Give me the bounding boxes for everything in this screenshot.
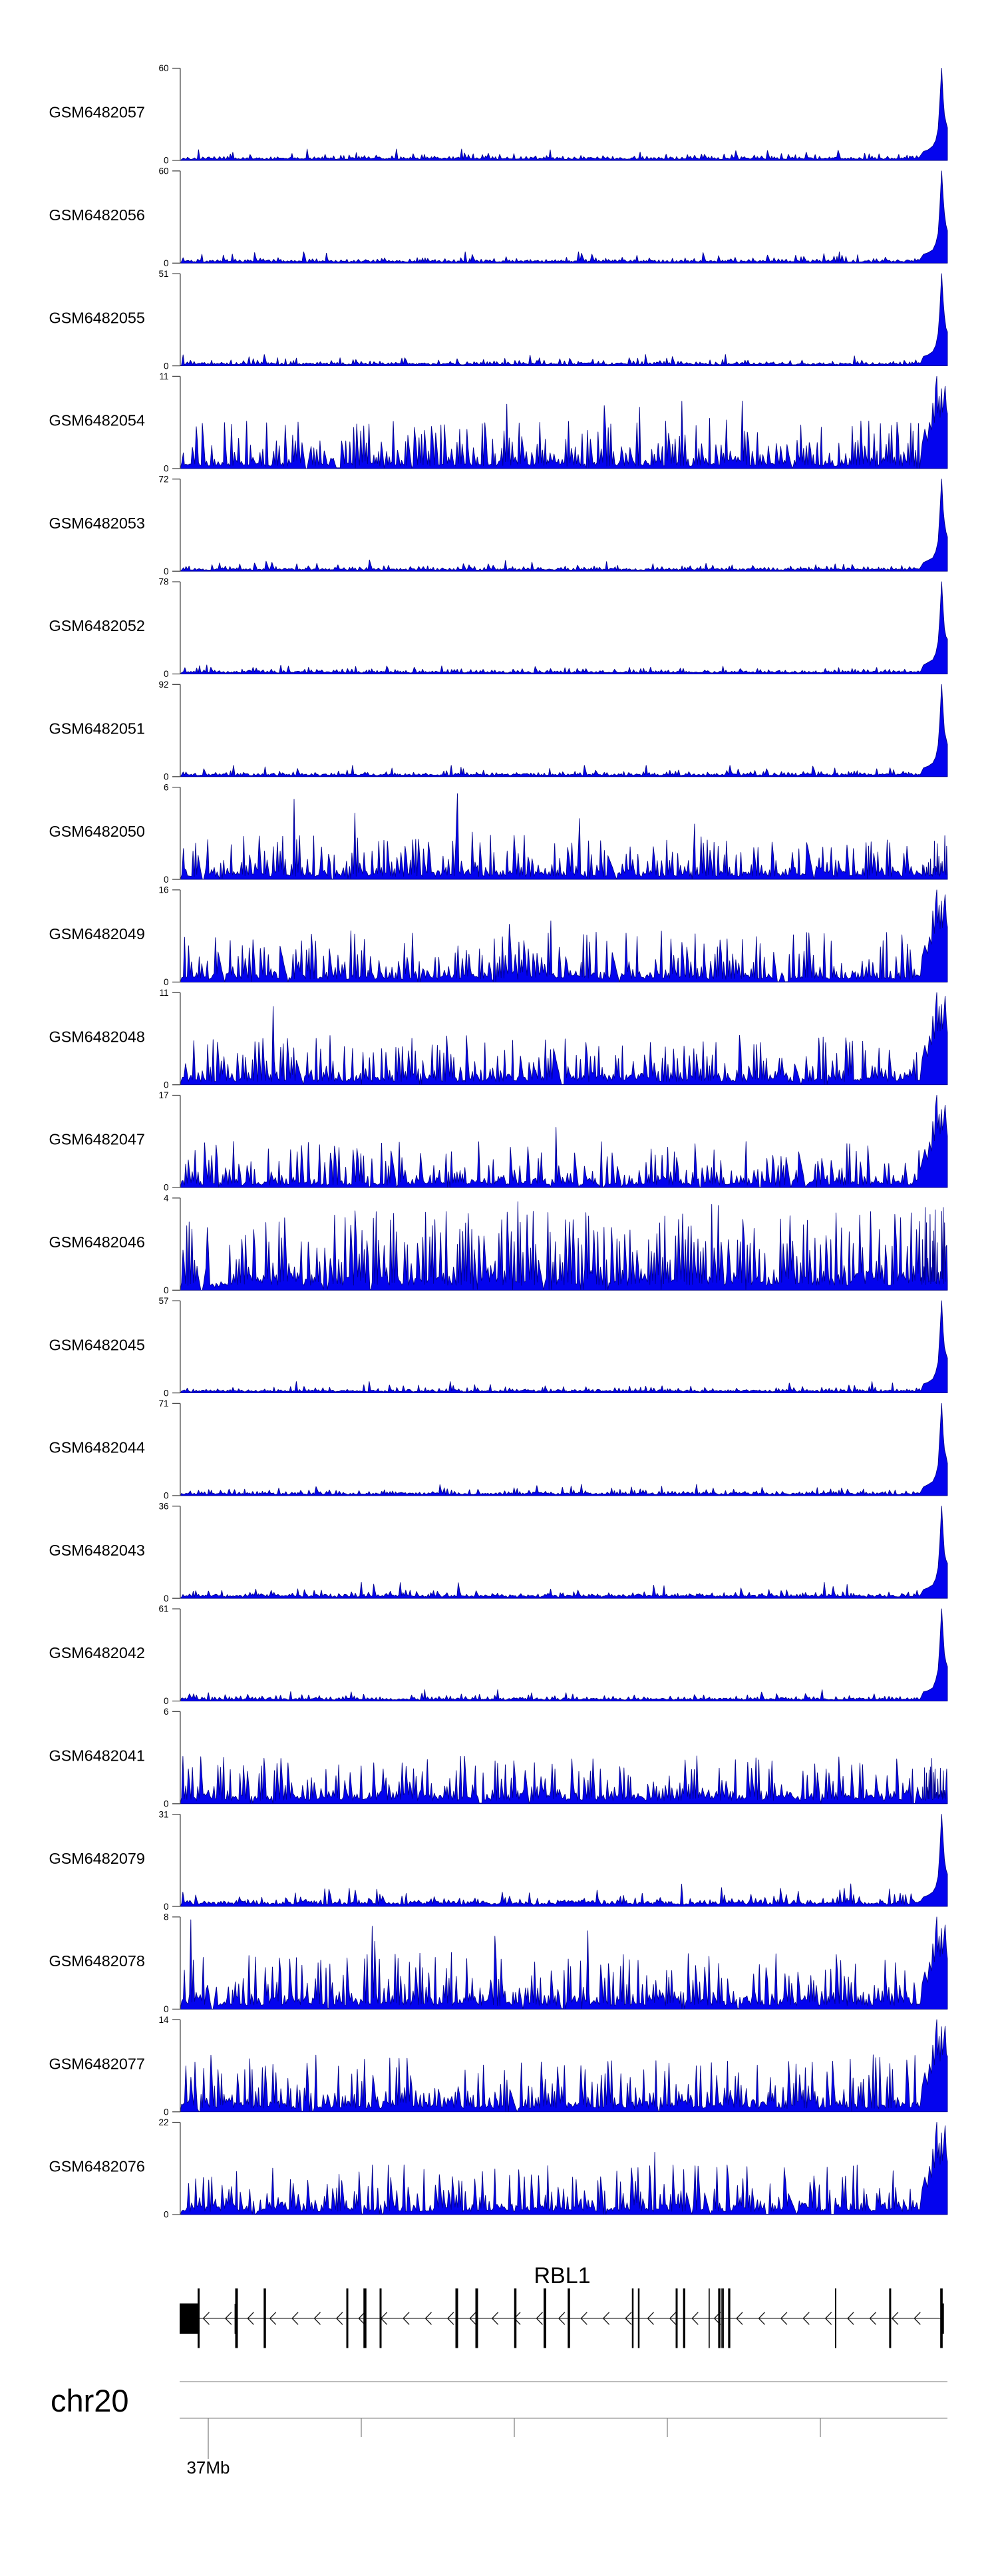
svg-text:GSM6482049: GSM6482049 (49, 925, 145, 943)
svg-text:GSM6482042: GSM6482042 (49, 1644, 145, 1661)
svg-text:GSM6482079: GSM6482079 (49, 1850, 145, 1867)
svg-text:0: 0 (164, 1799, 169, 1809)
svg-text:37Mb: 37Mb (186, 2458, 230, 2477)
svg-text:0: 0 (164, 361, 169, 371)
svg-text:0: 0 (164, 2004, 169, 2014)
svg-text:GSM6482047: GSM6482047 (49, 1131, 145, 1148)
svg-text:61: 61 (158, 1604, 168, 1614)
svg-text:57: 57 (158, 1296, 168, 1306)
svg-text:0: 0 (164, 1902, 169, 1912)
svg-text:GSM6482076: GSM6482076 (49, 2158, 145, 2175)
svg-text:0: 0 (164, 1388, 169, 1398)
svg-text:GSM6482053: GSM6482053 (49, 515, 145, 532)
svg-text:0: 0 (164, 464, 169, 474)
svg-text:16: 16 (158, 885, 168, 895)
svg-text:0: 0 (164, 1080, 169, 1090)
svg-text:GSM6482077: GSM6482077 (49, 2055, 145, 2072)
svg-text:GSM6482051: GSM6482051 (49, 720, 145, 738)
svg-text:GSM6482048: GSM6482048 (49, 1028, 145, 1045)
svg-text:GSM6482043: GSM6482043 (49, 1542, 145, 1559)
svg-text:GSM6482052: GSM6482052 (49, 617, 145, 634)
svg-text:4: 4 (164, 1193, 169, 1203)
svg-text:GSM6482057: GSM6482057 (49, 104, 145, 121)
svg-text:0: 0 (164, 258, 169, 268)
svg-text:11: 11 (159, 988, 168, 998)
svg-text:GSM6482044: GSM6482044 (49, 1439, 145, 1456)
svg-text:0: 0 (164, 1594, 169, 1604)
svg-text:GSM6482045: GSM6482045 (49, 1336, 145, 1353)
svg-text:36: 36 (158, 1501, 168, 1511)
svg-text:0: 0 (164, 1696, 169, 1706)
svg-text:17: 17 (158, 1090, 168, 1100)
svg-text:0: 0 (164, 2210, 169, 2220)
svg-text:11: 11 (159, 371, 168, 381)
svg-text:92: 92 (158, 680, 168, 690)
svg-text:51: 51 (158, 269, 168, 279)
svg-text:78: 78 (158, 577, 168, 587)
svg-text:0: 0 (164, 156, 169, 166)
svg-text:GSM6482078: GSM6482078 (49, 1952, 145, 1970)
svg-text:0: 0 (164, 566, 169, 576)
svg-text:GSM6482046: GSM6482046 (49, 1233, 145, 1251)
svg-text:GSM6482055: GSM6482055 (49, 309, 145, 326)
svg-text:60: 60 (158, 166, 168, 176)
svg-text:0: 0 (164, 669, 169, 679)
svg-text:8: 8 (164, 1912, 169, 1922)
svg-text:14: 14 (158, 2015, 169, 2025)
svg-text:GSM6482041: GSM6482041 (49, 1747, 145, 1765)
svg-text:chr20: chr20 (51, 2383, 129, 2418)
svg-text:31: 31 (158, 1809, 168, 1819)
svg-text:RBL1: RBL1 (534, 2263, 590, 2288)
svg-text:0: 0 (164, 875, 169, 885)
svg-text:71: 71 (158, 1398, 168, 1408)
svg-text:GSM6482050: GSM6482050 (49, 823, 145, 840)
svg-text:72: 72 (158, 474, 168, 484)
svg-text:22: 22 (158, 2117, 168, 2127)
svg-text:6: 6 (164, 782, 169, 792)
svg-text:0: 0 (164, 1491, 169, 1501)
svg-text:GSM6482056: GSM6482056 (49, 206, 145, 224)
svg-text:0: 0 (164, 1285, 169, 1295)
svg-text:0: 0 (164, 772, 169, 782)
svg-text:0: 0 (164, 1183, 169, 1193)
svg-text:6: 6 (164, 1707, 169, 1717)
svg-text:0: 0 (164, 2107, 169, 2117)
svg-text:60: 60 (158, 63, 168, 73)
svg-text:GSM6482054: GSM6482054 (49, 412, 145, 429)
svg-text:0: 0 (164, 977, 169, 987)
